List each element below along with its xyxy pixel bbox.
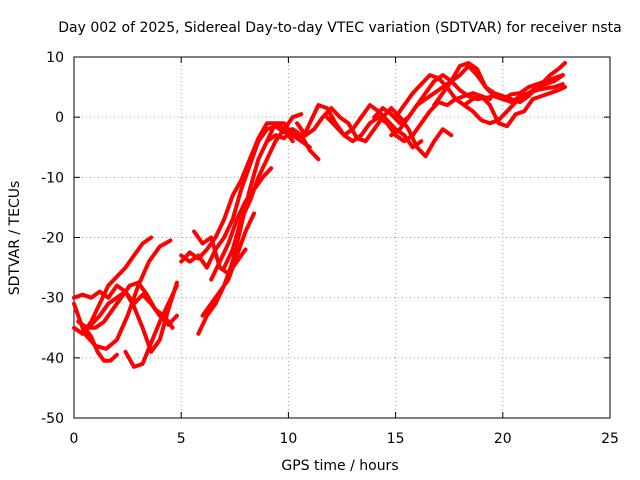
y-tick-label: -20 (41, 231, 64, 247)
series-line-track-21 (432, 61, 565, 108)
x-tick-label: 0 (70, 431, 79, 447)
y-axis-label: SDTVAR / TECUs (7, 181, 23, 296)
x-tick-label: 10 (279, 431, 297, 447)
series-line-track-2 (72, 238, 173, 351)
series-line-track-17 (325, 91, 492, 144)
y-axis-ticks: -50 -40 -30 -20 -10 0 10 (41, 50, 610, 427)
series-line-track-14 (222, 112, 304, 270)
y-tick-label: -40 (41, 351, 64, 367)
x-tick-label: 5 (177, 431, 186, 447)
x-tick-label: 25 (601, 431, 619, 447)
chart-title: Day 002 of 2025, Sidereal Day-to-day VTE… (58, 20, 621, 36)
series-line-track-11 (200, 211, 257, 318)
series-line-track-6 (82, 325, 119, 363)
series-line-track-16 (295, 106, 454, 159)
series-line-track-22 (462, 85, 567, 129)
series-group (72, 61, 567, 369)
gridlines (74, 57, 610, 418)
x-tick-label: 15 (387, 431, 405, 447)
x-axis-ticks: 0 5 10 15 20 25 (70, 57, 619, 447)
y-tick-label: 0 (55, 110, 64, 126)
y-tick-label: -50 (41, 411, 64, 427)
series-line-track-5 (76, 280, 175, 330)
series-line-track-13 (209, 166, 274, 282)
y-tick-label: -30 (41, 291, 64, 307)
x-axis-label: GPS time / hours (281, 458, 398, 474)
y-tick-label: 10 (46, 50, 64, 66)
series-line-track-7 (123, 283, 179, 369)
series-line-track-4 (89, 280, 179, 354)
x-tick-label: 20 (494, 431, 512, 447)
series-line-track-12 (192, 229, 248, 276)
y-tick-label: -10 (41, 170, 64, 186)
